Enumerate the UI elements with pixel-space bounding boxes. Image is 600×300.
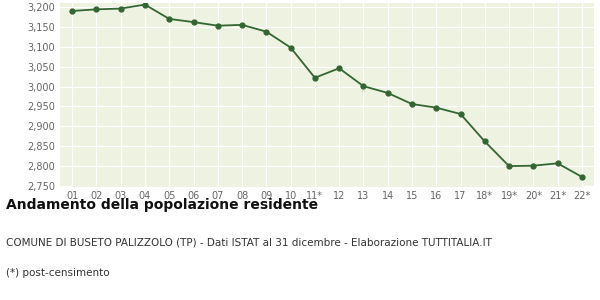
Text: Andamento della popolazione residente: Andamento della popolazione residente [6, 197, 318, 212]
Text: (*) post-censimento: (*) post-censimento [6, 268, 110, 278]
Text: COMUNE DI BUSETO PALIZZOLO (TP) - Dati ISTAT al 31 dicembre - Elaborazione TUTTI: COMUNE DI BUSETO PALIZZOLO (TP) - Dati I… [6, 238, 492, 248]
